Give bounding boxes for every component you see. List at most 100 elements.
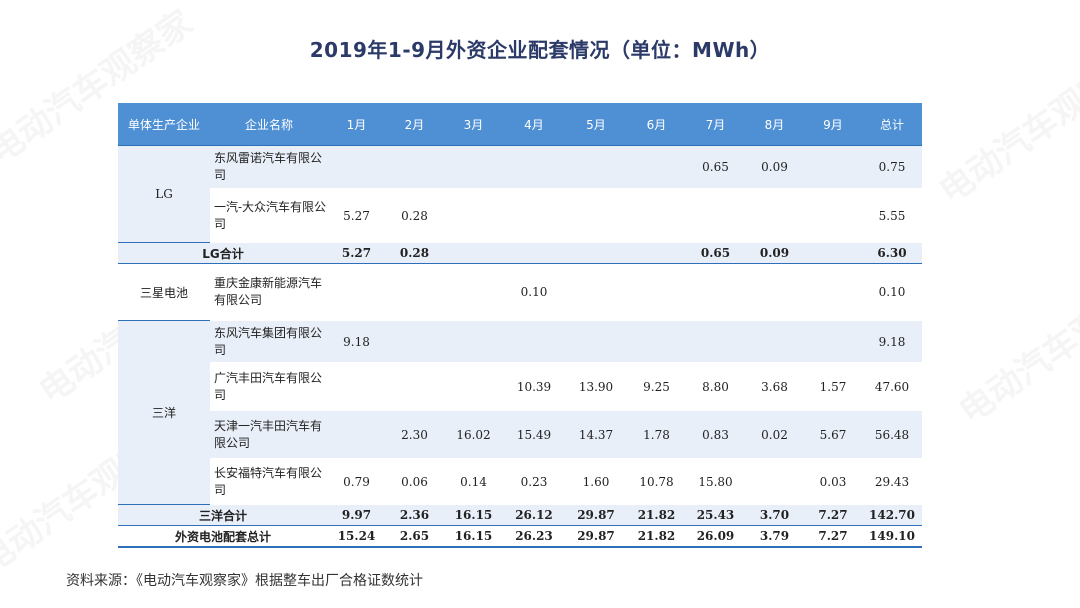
subtotal-cell: 2.36 (385, 504, 444, 526)
company-name: 长安福特汽车有限公司 (210, 458, 328, 505)
value-cell: 29.43 (862, 458, 922, 505)
subtotal-cell (503, 242, 565, 264)
company-name: 一汽-大众汽车有限公司 (210, 188, 328, 243)
value-cell (328, 362, 385, 411)
table-row: 三星电池 重庆金康新能源汽车有限公司 0.10 0.10 (118, 263, 922, 321)
subtotal-cell (627, 242, 686, 264)
subtotal-row-sanyo: 三洋合计 9.97 2.36 16.15 26.12 29.87 21.82 2… (118, 504, 922, 526)
value-cell (444, 263, 503, 321)
header-cell: 总计 (862, 103, 922, 146)
value-cell (686, 320, 745, 363)
value-cell (804, 320, 862, 363)
value-cell: 10.39 (503, 362, 565, 411)
value-cell (328, 410, 385, 459)
header-cell: 3月 (444, 103, 503, 146)
group-cell-sanyo: 三洋 (118, 320, 210, 505)
value-cell: 1.60 (565, 458, 627, 505)
value-cell: 1.78 (627, 410, 686, 459)
value-cell (565, 188, 627, 243)
value-cell (627, 188, 686, 243)
subtotal-cell: 9.97 (328, 504, 385, 526)
subtotal-cell: 7.27 (804, 504, 862, 526)
value-cell: 0.09 (745, 145, 804, 189)
value-cell: 47.60 (862, 362, 922, 411)
value-cell: 9.25 (627, 362, 686, 411)
value-cell (444, 362, 503, 411)
value-cell: 0.02 (745, 410, 804, 459)
header-cell: 9月 (804, 103, 862, 146)
value-cell (804, 188, 862, 243)
value-cell: 13.90 (565, 362, 627, 411)
subtotal-cell: 0.28 (385, 242, 444, 264)
supply-table: 单体生产企业 企业名称 1月 2月 3月 4月 5月 6月 7月 8月 9月 总… (118, 103, 922, 548)
subtotal-cell: 21.82 (627, 504, 686, 526)
page-title: 2019年1-9月外资企业配套情况（单位：MWh） (309, 38, 771, 62)
value-cell (686, 263, 745, 321)
value-cell: 0.14 (444, 458, 503, 505)
table-row: LG 东风雷诺汽车有限公司 0.65 0.09 0.75 (118, 145, 922, 243)
header-cell: 2月 (385, 103, 444, 146)
grand-total-cell: 26.23 (503, 525, 565, 548)
value-cell (565, 320, 627, 363)
value-cell: 0.23 (503, 458, 565, 505)
value-cell (627, 263, 686, 321)
value-cell: 8.80 (686, 362, 745, 411)
value-cell (328, 145, 385, 189)
grand-total-cell: 26.09 (686, 525, 745, 548)
grand-total-cell: 15.24 (328, 525, 385, 548)
value-cell (565, 145, 627, 189)
header-cell: 1月 (328, 103, 385, 146)
value-cell (444, 145, 503, 189)
header-cell: 8月 (745, 103, 804, 146)
value-cell (686, 188, 745, 243)
header-cell: 7月 (686, 103, 745, 146)
subtotal-cell: 5.27 (328, 242, 385, 264)
value-cell: 9.18 (862, 320, 922, 363)
value-cell: 2.30 (385, 410, 444, 459)
value-cell (745, 263, 804, 321)
value-cell: 0.10 (503, 263, 565, 321)
value-cell (745, 320, 804, 363)
grand-total-cell: 3.79 (745, 525, 804, 548)
subtotal-cell: 29.87 (565, 504, 627, 526)
table-row: 天津一汽丰田汽车有限公司 2.30 16.02 15.49 14.37 1.78… (118, 410, 922, 459)
value-cell: 1.57 (804, 362, 862, 411)
value-cell: 0.75 (862, 145, 922, 189)
source-note: 资料来源：《电动汽车观察家》根据整车出厂合格证数统计 (66, 573, 423, 589)
table-row: 长安福特汽车有限公司 0.79 0.06 0.14 0.23 1.60 10.7… (118, 458, 922, 505)
value-cell: 0.79 (328, 458, 385, 505)
group-cell-lg: LG (118, 145, 210, 243)
company-name: 天津一汽丰田汽车有限公司 (210, 410, 328, 459)
header-cell: 6月 (627, 103, 686, 146)
company-name: 重庆金康新能源汽车有限公司 (210, 263, 328, 321)
grand-total-row: 外资电池配套总计 15.24 2.65 16.15 26.23 29.87 21… (118, 525, 922, 548)
value-cell: 9.18 (328, 320, 385, 363)
table-row: 一汽-大众汽车有限公司 5.27 0.28 5.55 (118, 188, 922, 243)
value-cell (804, 263, 862, 321)
value-cell (503, 320, 565, 363)
value-cell (385, 145, 444, 189)
grand-total-cell: 29.87 (565, 525, 627, 548)
value-cell (385, 362, 444, 411)
subtotal-cell: 26.12 (503, 504, 565, 526)
value-cell: 0.06 (385, 458, 444, 505)
table-row: 三洋 东风汽车集团有限公司 9.18 9.18 (118, 320, 922, 505)
value-cell (328, 263, 385, 321)
value-cell: 5.55 (862, 188, 922, 243)
value-cell: 0.28 (385, 188, 444, 243)
value-cell: 16.02 (444, 410, 503, 459)
value-cell: 56.48 (862, 410, 922, 459)
value-cell (745, 188, 804, 243)
value-cell: 0.83 (686, 410, 745, 459)
subtotal-cell: 0.65 (686, 242, 745, 264)
value-cell: 5.67 (804, 410, 862, 459)
grand-total-cell: 7.27 (804, 525, 862, 548)
value-cell: 5.27 (328, 188, 385, 243)
table-header-row: 单体生产企业 企业名称 1月 2月 3月 4月 5月 6月 7月 8月 9月 总… (118, 103, 922, 146)
value-cell (804, 145, 862, 189)
value-cell (385, 320, 444, 363)
value-cell (565, 263, 627, 321)
subtotal-cell: 3.70 (745, 504, 804, 526)
subtotal-cell (804, 242, 862, 264)
value-cell: 15.80 (686, 458, 745, 505)
